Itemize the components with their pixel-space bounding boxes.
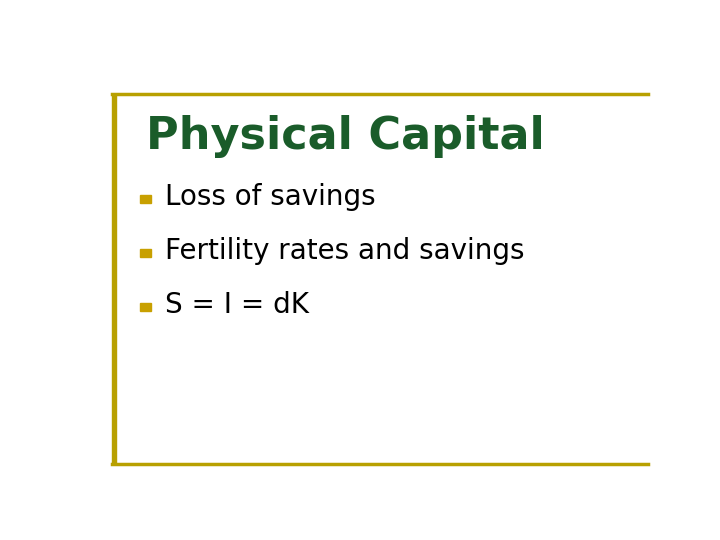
Text: Loss of savings: Loss of savings <box>166 183 376 211</box>
Bar <box>140 248 151 257</box>
Bar <box>140 302 151 311</box>
Bar <box>140 194 151 203</box>
Text: Physical Capital: Physical Capital <box>145 114 544 158</box>
Text: Fertility rates and savings: Fertility rates and savings <box>166 237 525 265</box>
Text: S = I = dK: S = I = dK <box>166 291 310 319</box>
Bar <box>112 94 116 464</box>
